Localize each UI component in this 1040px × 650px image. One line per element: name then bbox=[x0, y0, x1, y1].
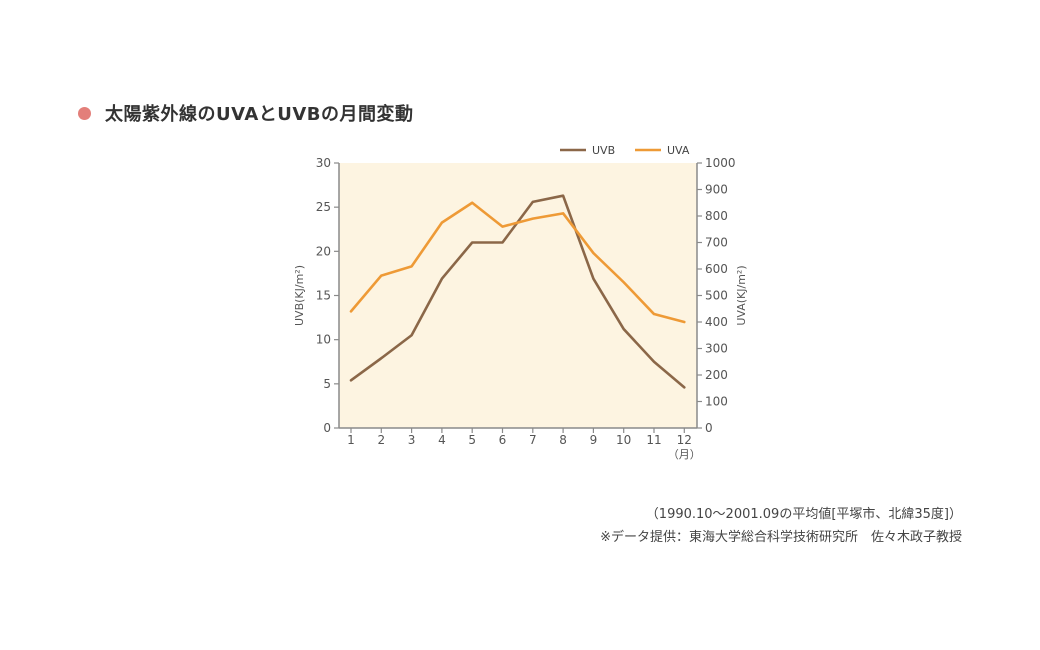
right-tick-label: 200 bbox=[705, 368, 728, 382]
x-tick-label: 10 bbox=[616, 433, 631, 447]
plot-area bbox=[339, 163, 697, 428]
left-tick-label: 0 bbox=[323, 421, 331, 435]
right-tick-label: 400 bbox=[705, 315, 728, 329]
x-tick-label: 8 bbox=[559, 433, 567, 447]
data-source-note: ※データ提供：東海大学総合科学技術研究所 佐々木政子教授 bbox=[600, 530, 962, 545]
left-tick-label: 30 bbox=[316, 156, 331, 170]
left-tick-label: 15 bbox=[316, 289, 331, 303]
right-tick-label: 1000 bbox=[705, 156, 736, 170]
left-tick-label: 25 bbox=[316, 200, 331, 214]
x-tick-label: 12 bbox=[677, 433, 692, 447]
legend-label-uva: UVA bbox=[667, 144, 690, 157]
chart-heading: 太陽紫外線のUVAとUVBの月間変動 bbox=[78, 100, 414, 126]
left-tick-label: 20 bbox=[316, 244, 331, 258]
right-tick-label: 0 bbox=[705, 421, 713, 435]
left-tick-label: 5 bbox=[323, 377, 331, 391]
x-unit-label: （月） bbox=[668, 448, 701, 461]
right-tick-label: 500 bbox=[705, 289, 728, 303]
right-tick-label: 600 bbox=[705, 262, 728, 276]
heading-bullet-icon bbox=[78, 106, 91, 120]
x-tick-label: 2 bbox=[377, 433, 385, 447]
series-line-uva bbox=[349, 201, 686, 324]
x-tick-label: 3 bbox=[408, 433, 416, 447]
right-tick-label: 800 bbox=[705, 209, 728, 223]
x-tick-label: 1 bbox=[347, 433, 355, 447]
x-tick-label: 9 bbox=[590, 433, 598, 447]
right-axis-title: UVA(KJ/m²) bbox=[735, 265, 748, 325]
legend-label-uvb: UVB bbox=[592, 144, 615, 157]
x-tick-label: 7 bbox=[529, 433, 537, 447]
period-note: （1990.10〜2001.09の平均値[平塚市、北緯35度]） bbox=[645, 507, 962, 522]
right-tick-label: 300 bbox=[705, 342, 728, 356]
x-tick-label: 6 bbox=[499, 433, 507, 447]
x-tick-label: 11 bbox=[646, 433, 661, 447]
right-tick-label: 900 bbox=[705, 183, 728, 197]
right-tick-label: 700 bbox=[705, 236, 728, 250]
left-axis-title: UVB(KJ/m²) bbox=[293, 265, 306, 326]
left-tick-label: 10 bbox=[316, 333, 331, 347]
heading-title: 太陽紫外線のUVAとUVBの月間変動 bbox=[105, 104, 414, 125]
right-tick-label: 100 bbox=[705, 395, 728, 409]
x-tick-label: 4 bbox=[438, 433, 446, 447]
x-tick-label: 5 bbox=[468, 433, 476, 447]
